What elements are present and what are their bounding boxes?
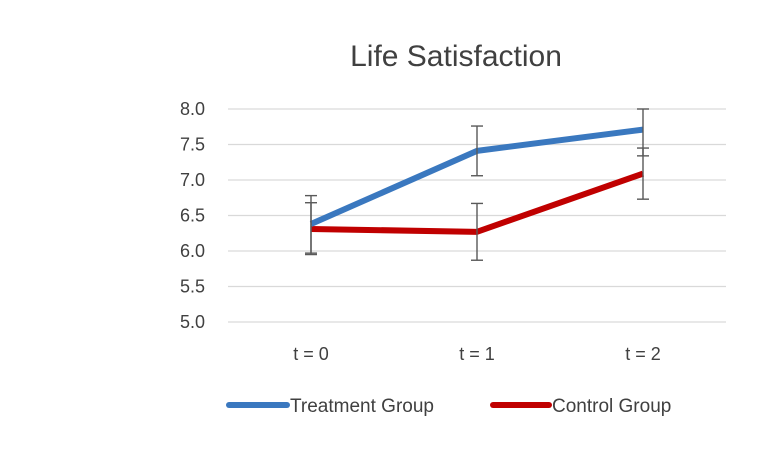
error-bar (305, 202, 317, 256)
y-tick-label: 5.5 (180, 277, 205, 297)
error-bar (637, 147, 649, 200)
x-axis-ticks: t = 0 t = 1 t = 2 (293, 344, 661, 364)
y-tick-label: 7.0 (180, 170, 205, 190)
x-tick-label: t = 2 (625, 344, 661, 364)
y-tick-label: 8.0 (180, 99, 205, 119)
error-bar (471, 125, 483, 177)
legend-item-control: Control Group (490, 396, 671, 417)
legend-label: Treatment Group (290, 396, 434, 417)
error-bars (305, 108, 649, 261)
legend-label: Control Group (552, 396, 671, 417)
y-tick-label: 5.0 (180, 312, 205, 332)
y-tick-label: 6.0 (180, 241, 205, 261)
chart-title: Life Satisfaction (350, 40, 562, 73)
y-tick-label: 6.5 (180, 206, 205, 226)
legend-item-treatment: Treatment Group (226, 396, 434, 417)
error-bar (471, 202, 483, 261)
y-tick-label: 7.5 (180, 135, 205, 155)
legend: Treatment Group Control Group (226, 396, 671, 417)
x-tick-label: t = 0 (293, 344, 329, 364)
y-axis-ticks: 5.0 5.5 6.0 6.5 7.0 7.5 8.0 (180, 99, 205, 332)
x-tick-label: t = 1 (459, 344, 495, 364)
